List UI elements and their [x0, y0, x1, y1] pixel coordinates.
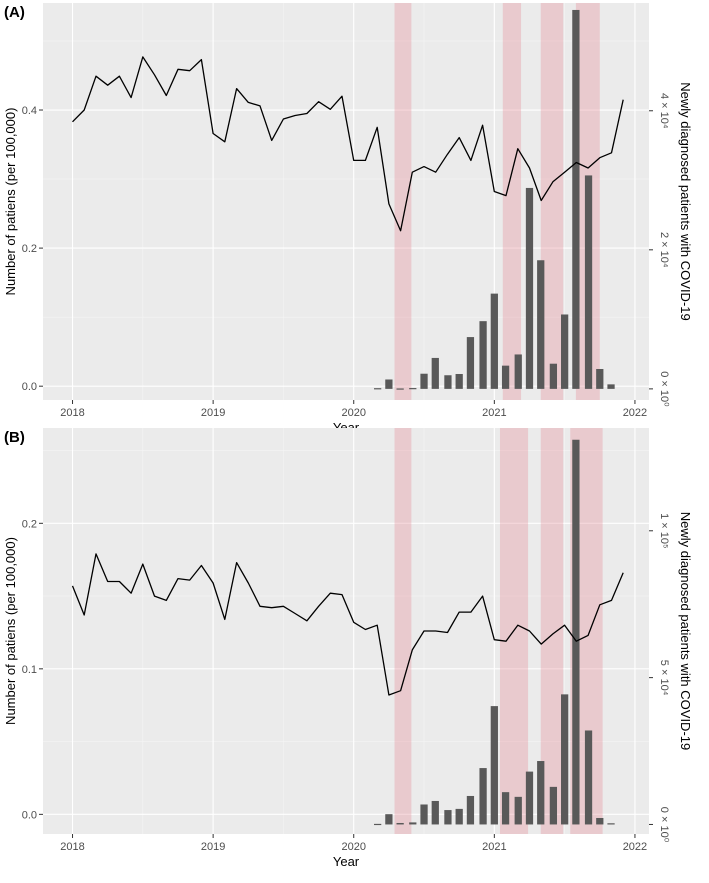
bar [431, 357, 439, 389]
x-axis-title: Year [333, 854, 360, 869]
bar [490, 293, 498, 389]
x-tick-label: 2022 [623, 407, 647, 419]
y-left-tick-label: 0.2 [22, 518, 37, 530]
y-left-tick-label: 0.1 [22, 664, 37, 676]
bar [431, 800, 439, 825]
bar [466, 795, 475, 825]
bar [409, 388, 417, 390]
bar [444, 375, 452, 389]
y-right-tick-label: 0 × 10⁰ [658, 371, 670, 407]
bar [466, 337, 475, 389]
y-right-tick-label: 4 × 10⁴ [658, 93, 670, 129]
shaded-period [540, 3, 564, 400]
bar [374, 823, 382, 826]
bar [514, 354, 522, 389]
y-left-axis-title: Number of patiens (per 100,000) [3, 108, 18, 296]
shaded-period [394, 428, 412, 834]
bar [549, 363, 558, 389]
x-tick-label: 2022 [623, 841, 647, 853]
bar [479, 321, 487, 389]
bar [525, 771, 534, 825]
y-left-tick-label: 0.0 [22, 381, 37, 393]
x-tick-label: 2019 [201, 841, 225, 853]
x-tick-label: 2021 [482, 841, 506, 853]
y-left-tick-label: 0.0 [22, 809, 37, 821]
y-right-tick-label: 5 × 10⁴ [658, 660, 670, 696]
bar [607, 384, 615, 389]
bar [596, 368, 604, 389]
plot-background [43, 3, 649, 400]
y-right-tick-label: 1 × 10⁵ [658, 513, 670, 548]
bar [572, 439, 580, 825]
chart-panel-b: (B) 2018 2019 2020 2021 2022 0.0 0.1 0.2 0 × 10⁰ 5… [3, 428, 693, 869]
x-tick-label: 2021 [482, 407, 506, 419]
x-tick-label: 2018 [60, 407, 84, 419]
x-tick-label: 2018 [60, 841, 84, 853]
shaded-period [394, 3, 412, 400]
bar [479, 768, 487, 825]
bar [455, 808, 463, 825]
y-left-axis-title: Number of patiens (per 100,000) [3, 537, 18, 725]
x-tick-label: 2019 [201, 407, 225, 419]
y-right-axis-title: Newly diagnosed patients with COVID-19 [678, 512, 693, 750]
y-left-tick-label: 0.2 [22, 243, 37, 255]
panel-label: (A) [4, 4, 25, 21]
y-right-tick-label: 2 × 10⁴ [658, 232, 670, 268]
bar [444, 810, 452, 825]
plot-background [43, 428, 649, 834]
x-tick-label: 2020 [341, 841, 365, 853]
shaded-period [540, 428, 564, 834]
bar [607, 823, 615, 825]
bar [584, 175, 593, 389]
line-series [72, 56, 624, 232]
bar [584, 730, 593, 825]
bar [374, 388, 382, 390]
bar [501, 792, 510, 825]
bar [561, 694, 569, 825]
bar [420, 804, 428, 825]
bar [549, 786, 558, 825]
bar [501, 365, 510, 389]
chart-panel-a: (A) 2018 2019 2020 2021 2022 0.0 0.2 0.4 0 × 10⁰ 2… [3, 3, 693, 435]
bar [561, 314, 569, 389]
panel-label: (B) [4, 429, 25, 446]
bar [396, 822, 404, 825]
bar [385, 814, 393, 825]
bar [396, 388, 404, 390]
bar [572, 9, 580, 389]
y-right-axis-title: Newly diagnosed patients with COVID-19 [678, 82, 693, 320]
y-right-tick-label: 0 × 10⁰ [658, 807, 670, 843]
bar [514, 796, 522, 825]
bar [385, 379, 393, 389]
shaded-period [502, 3, 522, 400]
bar [596, 817, 604, 825]
bar [525, 187, 534, 389]
bar [537, 260, 545, 389]
y-left-tick-label: 0.4 [22, 105, 37, 117]
bar [409, 822, 417, 825]
bar [537, 761, 545, 825]
bar [490, 706, 498, 825]
x-tick-label: 2020 [341, 407, 365, 419]
bar [420, 373, 428, 389]
bar [455, 373, 463, 389]
line-series [71, 553, 624, 696]
